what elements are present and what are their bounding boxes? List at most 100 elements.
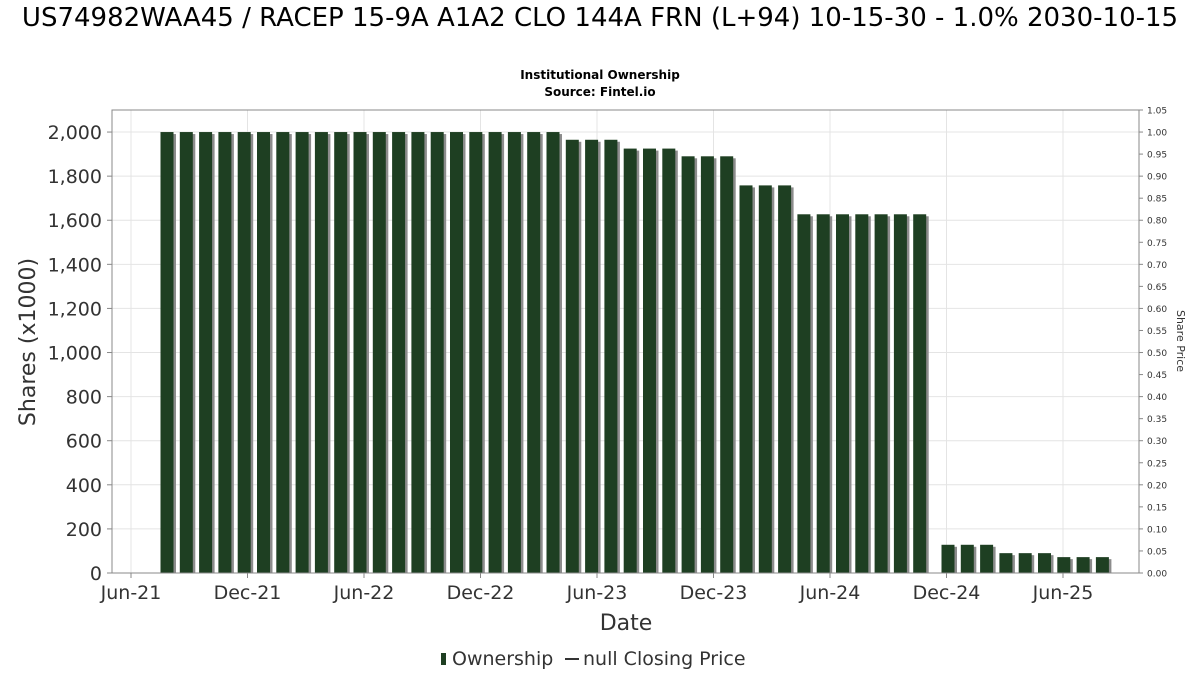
bar [179,132,193,574]
x-tick-label: Jun-21 [100,582,162,604]
bar [276,132,290,574]
x-tick-label: Jun-23 [566,582,628,604]
x-tick-label: Jun-22 [333,582,395,604]
x-tick-label: Dec-23 [680,582,748,604]
bar [739,185,753,573]
y2-tick-label: 0.75 [1147,239,1167,249]
x-tick-label: Jun-25 [1032,582,1094,604]
bar [199,132,213,574]
y2-tick-label: 0.00 [1147,570,1167,580]
y2-tick-label: 0.60 [1147,305,1167,315]
bar [392,132,406,574]
x-tick-label: Jun-24 [799,582,861,604]
y2-tick-label: 0.85 [1147,195,1167,205]
bar [681,156,695,574]
bar [1057,557,1071,573]
bar [507,132,521,574]
y-tick-label: 1,800 [48,166,102,188]
y2-tick-label: 0.70 [1147,261,1167,271]
y2-tick-label: 0.35 [1147,415,1167,425]
bar [488,132,502,574]
bar [469,132,483,574]
bar [450,132,463,574]
bar [604,139,618,573]
bar [527,132,541,574]
bar [585,139,599,573]
y-tick-label: 200 [66,519,102,541]
bar [237,132,251,574]
chart-subtitle-source: Source: Fintel.io [544,85,656,99]
bar [700,156,714,574]
bar [160,132,174,574]
bar [314,132,328,574]
y-tick-label: 800 [66,387,102,409]
legend-ownership-label: Ownership [452,648,553,670]
bar [334,132,348,574]
bar [960,544,974,573]
y2-tick-label: 0.55 [1147,327,1167,337]
bar [411,132,425,574]
x-tick-label: Dec-24 [913,582,981,604]
y-tick-label: 1,600 [48,210,102,232]
bar [218,132,232,574]
bar [797,214,811,574]
bar [855,214,869,574]
bar [546,132,560,574]
chart-subtitle-ownership: Institutional Ownership [520,68,680,82]
bar [720,156,734,574]
y-tick-label: 2,000 [48,122,102,144]
x-tick-label: Dec-21 [214,582,282,604]
bar [1095,557,1109,573]
bar [941,544,955,573]
bar [980,544,994,573]
y2-tick-label: 0.80 [1147,217,1167,227]
y-tick-label: 1,000 [48,343,102,365]
bar [816,214,830,574]
bar [1018,553,1032,573]
bar [662,148,676,574]
bar [353,132,367,574]
y2-tick-label: 0.95 [1147,151,1167,161]
y2-tick-label: 0.50 [1147,349,1167,359]
bar [893,214,907,574]
y-tick-label: 0 [90,563,102,585]
bar [623,148,637,574]
legend-ownership-swatch [441,653,446,665]
y2-tick-label: 0.90 [1147,173,1167,183]
y2-tick-label: 1.00 [1147,129,1167,139]
y-tick-label: 600 [66,431,102,453]
bar [758,185,772,573]
bar [1076,557,1090,573]
bar [430,132,444,574]
bar [372,132,386,574]
x-axis-label: Date [600,611,653,636]
bar [295,132,309,574]
chart-title: US74982WAA45 / RACEP 15-9A A1A2 CLO 144A… [21,3,1179,33]
y-tick-label: 1,400 [48,254,102,276]
y2-tick-label: 0.20 [1147,481,1167,491]
bar [836,214,849,574]
bar [913,214,927,574]
y-tick-label: 1,200 [48,298,102,320]
y2-tick-label: 0.10 [1147,525,1167,535]
bar [257,132,270,574]
y2-tick-label: 0.65 [1147,283,1167,293]
y2-tick-label: 1.05 [1147,107,1167,117]
plot-border [111,109,1140,574]
x-tick-label: Dec-22 [447,582,515,604]
y2-tick-label: 0.45 [1147,371,1167,381]
y2-tick-label: 0.30 [1147,437,1167,447]
y2-axis-label: Share Price [1174,310,1187,372]
bar [874,214,888,574]
y2-tick-label: 0.40 [1147,393,1167,403]
bar [999,553,1013,573]
bar [778,185,792,573]
bar [565,139,579,573]
y-axis-label: Shares (x1000) [16,258,41,426]
y2-tick-label: 0.05 [1147,547,1167,557]
y2-tick-label: 0.25 [1147,459,1167,469]
y2-tick-label: 0.15 [1147,503,1167,513]
bar [643,148,656,574]
bar [1038,553,1051,573]
